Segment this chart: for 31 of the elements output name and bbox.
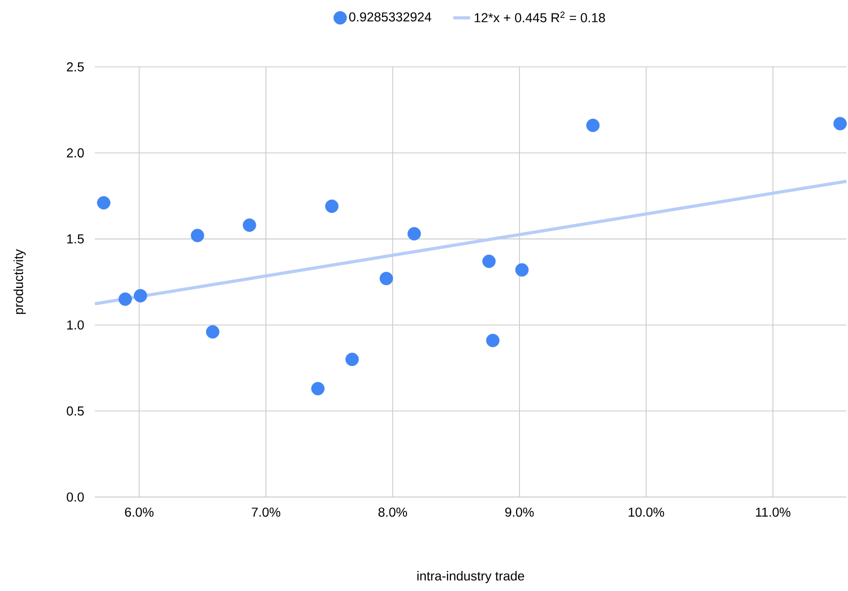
y-tick-label: 2.0: [66, 148, 84, 158]
x-tick-label: 8.0%: [378, 508, 407, 517]
point: [486, 334, 500, 348]
point: [118, 292, 132, 306]
point: [380, 272, 394, 286]
x-tick-label: 6.0%: [125, 508, 154, 517]
point: [515, 263, 529, 277]
point: [97, 196, 110, 210]
point: [206, 325, 220, 339]
point: [482, 254, 496, 268]
y-tick-label: 1.5: [67, 234, 84, 244]
point: [345, 352, 359, 366]
x-tick-label: 9.0%: [505, 508, 534, 517]
point: [134, 289, 148, 302]
y-tick-label: 0.0: [66, 492, 84, 502]
point: [408, 227, 421, 241]
x-tick-label: 10.0%: [628, 508, 664, 517]
y-axis-title: productivity: [14, 249, 26, 314]
point: [242, 218, 256, 232]
point: [586, 118, 600, 132]
y-tick-label: 1.0: [67, 320, 84, 330]
point: [325, 200, 339, 213]
x-tick-label: 11.0%: [756, 508, 790, 517]
legend-label: 12*x + 0.445 R$^{2}$ = 0.18: [474, 12, 605, 22]
point: [311, 382, 325, 396]
y-tick-label: 2.5: [66, 62, 84, 72]
legend-label: 0.9285332924: [349, 12, 432, 22]
x-tick-label: 7.0%: [252, 508, 280, 517]
y-tick-label: 0.5: [66, 406, 84, 416]
point: [190, 228, 204, 242]
x-axis-title: intra-industry trade: [417, 571, 524, 584]
